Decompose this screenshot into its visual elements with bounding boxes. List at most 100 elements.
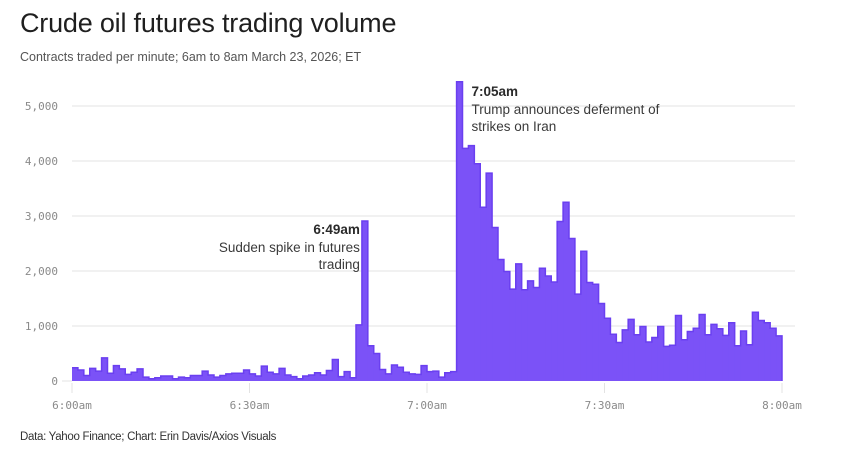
x-axis: 6:00am 6:30am 7:00am 7:30am 8:00am — [52, 383, 802, 412]
annotation-text: Trump announces deferment of — [472, 102, 660, 117]
volume-bar — [527, 280, 534, 381]
volume-outline — [72, 81, 783, 381]
y-tick-label: 0 — [51, 375, 58, 388]
volume-bar — [154, 377, 161, 381]
volume-bar — [255, 376, 262, 381]
volume-bar — [113, 365, 120, 381]
volume-bar — [77, 370, 85, 381]
volume-bar — [397, 367, 404, 381]
volume-bar — [379, 369, 386, 381]
volume-bar — [628, 319, 635, 381]
volume-bar — [687, 331, 694, 381]
volume-bar — [415, 374, 422, 381]
volume-bar — [89, 368, 96, 381]
volume-bar — [521, 289, 528, 381]
volume-bar — [385, 373, 392, 381]
volume-bar — [219, 375, 227, 381]
volume-bar — [752, 312, 759, 381]
volume-bar — [770, 328, 777, 381]
volume-bar — [267, 372, 274, 381]
volume-bar — [728, 322, 735, 381]
volume-bar — [107, 373, 114, 381]
volume-bar — [172, 378, 179, 381]
volume-bar — [344, 371, 351, 381]
volume-bar — [740, 330, 747, 381]
volume-bar — [231, 373, 238, 381]
volume-bar — [616, 342, 623, 381]
volume-bar — [427, 371, 434, 381]
volume-bar — [776, 335, 783, 381]
volume-bar — [243, 370, 250, 381]
volume-bar — [640, 326, 647, 381]
volume-bar — [693, 328, 700, 381]
volume-bar — [722, 335, 729, 381]
volume-bar — [645, 341, 653, 381]
x-tick-label: 7:00am — [407, 399, 447, 412]
volume-bar — [468, 145, 475, 381]
volume-bar — [746, 344, 753, 381]
volume-bar — [373, 353, 380, 381]
volume-bar — [604, 318, 611, 381]
volume-bar — [438, 377, 445, 381]
volume-bar — [249, 373, 256, 381]
volume-bar — [166, 376, 173, 381]
annotations: 6:49am Sudden spike in futures trading 7:05… — [219, 84, 660, 272]
volume-bar — [131, 372, 138, 381]
volume-bar — [190, 375, 197, 381]
volume-bar — [539, 268, 546, 381]
volume-bar — [391, 365, 398, 381]
volume-bar — [196, 375, 203, 381]
volume-bar — [657, 326, 664, 381]
gridlines — [62, 105, 795, 382]
volume-bar — [492, 227, 499, 381]
x-tick-label: 7:30am — [585, 399, 625, 412]
volume-bar — [480, 207, 487, 381]
volume-bar — [432, 371, 440, 381]
volume-bar — [409, 373, 416, 381]
volume-bar — [143, 377, 150, 381]
x-tick-label: 6:00am — [52, 399, 92, 412]
volume-bar — [421, 365, 428, 381]
volume-bar — [338, 376, 345, 381]
volume-bar — [332, 359, 339, 381]
y-tick-label: 4,000 — [25, 155, 58, 168]
volume-bar — [622, 329, 629, 381]
x-tick-label: 8:00am — [762, 399, 802, 412]
volume-bar — [261, 366, 268, 381]
volume-bar — [498, 259, 505, 381]
volume-bar — [764, 322, 771, 381]
volume-bar — [101, 357, 108, 381]
volume-bar — [592, 284, 599, 381]
volume-bar — [598, 303, 605, 381]
volume-bar — [669, 345, 676, 381]
volume-bar — [361, 220, 369, 381]
volume-bar — [699, 314, 706, 381]
volume-bar — [444, 372, 451, 381]
volume-bar — [456, 81, 463, 382]
volume-bar — [734, 345, 741, 381]
annotation-time: 7:05am — [472, 84, 519, 99]
volume-bar — [178, 377, 185, 381]
volume-bar — [285, 374, 292, 381]
volume-bar — [705, 334, 712, 381]
volume-bar — [208, 374, 215, 381]
annotation-649am: 6:49am Sudden spike in futures trading — [219, 222, 360, 272]
volume-bar — [356, 324, 363, 381]
volume-bar — [450, 371, 457, 381]
volume-bar — [551, 282, 558, 381]
volume-bar — [580, 251, 587, 381]
volume-bar — [279, 368, 286, 381]
volume-bar — [302, 376, 309, 381]
volume-bar — [72, 367, 79, 381]
volume-bar — [663, 346, 670, 381]
source-note: Data: Yahoo Finance; Chart: Erin Davis/A… — [20, 431, 277, 443]
volume-bar — [367, 345, 374, 381]
volume-bar — [184, 377, 191, 381]
volume-series — [72, 81, 783, 382]
volume-bar — [545, 275, 552, 381]
volume-bar — [462, 148, 469, 381]
annotation-time: 6:49am — [313, 222, 360, 237]
annotation-text: Sudden spike in futures — [219, 240, 360, 255]
volume-bar — [125, 374, 132, 381]
volume-bar — [557, 221, 564, 381]
